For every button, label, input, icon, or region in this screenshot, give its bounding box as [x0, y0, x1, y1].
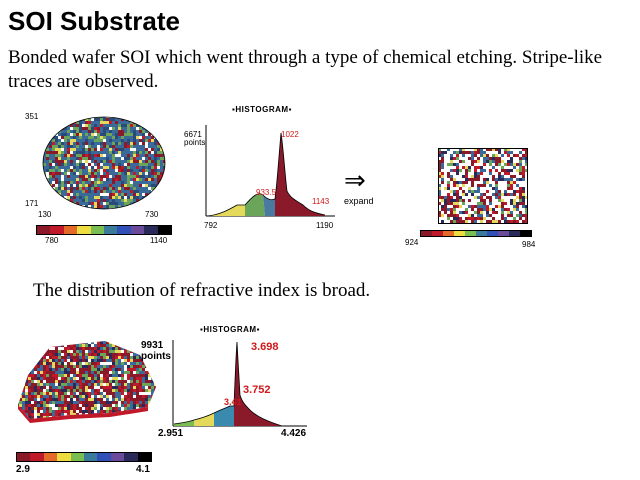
hist2-mid-label: 3.752 [243, 384, 271, 396]
slide-description: Bonded wafer SOI which went through a ty… [8, 47, 603, 92]
histogram-1 [205, 125, 335, 217]
expand-arrow-icon: ⇒ [344, 166, 366, 196]
map-zoom-color-scale [420, 230, 532, 237]
wafer-map-3d [18, 341, 156, 423]
hist1-x-max-label: 1190 [316, 221, 334, 230]
map1-x-right-label: 730 [145, 210, 159, 219]
map-zoom-scale-min-label: 924 [405, 238, 419, 247]
slide-note: The distribution of refractive index is … [33, 280, 371, 301]
hist1-mid-label: 933.5 [256, 188, 277, 197]
hist1-heading: ▪HISTOGRAM▪ [232, 105, 292, 114]
histogram-2 [172, 340, 307, 427]
map2-scale-max-label: 4.1 [136, 464, 150, 475]
map1-scale-min-label: 780 [45, 236, 59, 245]
hist1-tail-label: 1143 [312, 197, 330, 206]
map1-y-bottom-label: 171 [25, 199, 39, 208]
wafer-map-1 [42, 116, 166, 210]
hist1-points-unit: points [184, 138, 206, 147]
hist2-low-label: 3.41 [224, 397, 242, 407]
expand-label: expand [344, 196, 374, 206]
hist2-heading: ▪HISTOGRAM▪ [200, 325, 260, 334]
hist2-peak-label: 3.698 [251, 341, 279, 353]
map1-scale-max-label: 1140 [150, 236, 168, 245]
map2-scale-min-label: 2.9 [16, 464, 30, 475]
hist1-peak-label: 1022 [281, 130, 299, 139]
map2-color-scale [16, 452, 152, 462]
hist1-x-min-label: 792 [204, 221, 218, 230]
map1-x-left-label: 130 [38, 210, 52, 219]
hist2-points-unit: points [141, 351, 171, 362]
hist2-x-max-label: 4.426 [281, 428, 307, 439]
wafer-map-zoom [438, 148, 528, 224]
slide-title: SOI Substrate [8, 6, 180, 36]
map1-color-scale [36, 225, 172, 235]
map1-y-top-label: 351 [25, 112, 39, 121]
hist1-points-count: 6671 [184, 130, 202, 139]
map-zoom-scale-max-label: 984 [522, 240, 536, 249]
hist2-points-count: 9931 [141, 340, 164, 351]
hist2-x-min-label: 2.951 [158, 428, 184, 439]
